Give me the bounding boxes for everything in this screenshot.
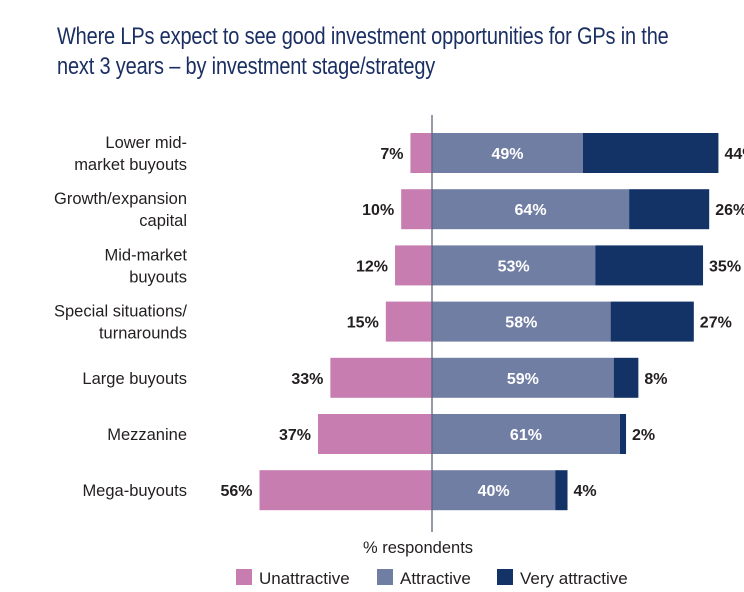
category-label: Lower mid-market buyouts — [74, 134, 187, 174]
category-label-line: Growth/expansion — [54, 190, 187, 208]
bar-very-attractive — [613, 357, 639, 398]
bar-unattractive — [401, 189, 432, 230]
x-axis-title: % respondents — [363, 539, 473, 557]
value-label-unattractive: 56% — [220, 483, 252, 500]
legend-swatch — [497, 569, 513, 585]
legend: Unattractive Attractive Very attractive — [236, 569, 628, 588]
value-label-unattractive: 37% — [279, 427, 311, 444]
chart-title-line-2: next 3 years – by investment stage/strat… — [57, 53, 436, 80]
value-label-very-attractive: 35% — [709, 258, 741, 275]
legend-swatch — [377, 569, 393, 585]
category-label-line: market buyouts — [74, 156, 187, 174]
value-label-unattractive: 12% — [356, 258, 388, 275]
value-label-unattractive: 7% — [380, 146, 403, 163]
category-label-line: Mid-market — [104, 246, 187, 264]
category-label-line: capital — [139, 212, 187, 230]
bar-very-attractive — [582, 133, 719, 173]
legend-label: Very attractive — [520, 569, 628, 588]
legend-label: Attractive — [400, 569, 471, 588]
value-label-very-attractive: 2% — [632, 427, 655, 444]
value-label-attractive: 58% — [505, 315, 537, 332]
bar-unattractive — [410, 133, 432, 173]
bar-very-attractive — [619, 414, 627, 454]
bar-attractive — [432, 301, 611, 342]
bar-attractive — [432, 357, 614, 398]
bar-very-attractive — [610, 301, 694, 342]
category-label: Mega-buyouts — [82, 482, 187, 500]
category-label-line: Mega-buyouts — [82, 482, 187, 500]
category-label-line: Special situations/ — [54, 303, 187, 321]
category-label: Special situations/turnarounds — [54, 303, 187, 343]
legend-swatch — [236, 569, 252, 585]
bar-unattractive — [330, 357, 432, 398]
bar-unattractive — [385, 301, 432, 342]
bar-very-attractive — [555, 470, 568, 511]
value-label-very-attractive: 4% — [574, 483, 597, 500]
value-label-very-attractive: 26% — [715, 202, 744, 219]
value-label-very-attractive: 27% — [700, 315, 732, 332]
bar-very-attractive — [629, 189, 710, 230]
bars-group — [259, 133, 719, 511]
value-labels: 7% 49% 44% 10% 64% 26% 12% 53% 35% 15% 58% 27% 33% 59… — [220, 146, 744, 500]
chart-title-line-1: Where LPs expect to see good investment … — [57, 23, 669, 50]
category-label: Mid-market buyouts — [104, 246, 187, 286]
value-label-unattractive: 10% — [362, 202, 394, 219]
legend-item: Very attractive — [497, 569, 628, 588]
bar-attractive — [432, 245, 596, 286]
legend-label: Unattractive — [259, 569, 350, 588]
bar-unattractive — [259, 470, 432, 511]
value-label-attractive: 59% — [507, 371, 539, 388]
category-labels: Lower mid-market buyouts Growth/expansion… — [54, 134, 187, 500]
value-label-attractive: 64% — [515, 202, 547, 219]
value-label-attractive: 40% — [478, 483, 510, 500]
value-label-very-attractive: 8% — [644, 371, 667, 388]
bar-attractive — [432, 414, 620, 454]
value-label-attractive: 61% — [510, 427, 542, 444]
value-label-unattractive: 33% — [291, 371, 323, 388]
category-label: Large buyouts — [82, 370, 187, 388]
bar-very-attractive — [595, 245, 704, 286]
bar-unattractive — [318, 414, 432, 454]
category-label: Growth/expansion capital — [54, 190, 187, 230]
value-label-unattractive: 15% — [347, 315, 379, 332]
value-label-attractive: 53% — [498, 258, 530, 275]
category-label: Mezzanine — [107, 426, 187, 444]
legend-item: Unattractive — [236, 569, 350, 588]
bar-attractive — [432, 133, 583, 173]
chart-title: Where LPs expect to see good investment … — [57, 22, 709, 82]
value-label-very-attractive: 44% — [724, 146, 744, 163]
value-label-attractive: 49% — [491, 146, 523, 163]
category-label-line: Large buyouts — [82, 370, 187, 388]
category-label-line: Lower mid- — [105, 134, 187, 152]
bar-attractive — [432, 189, 630, 230]
legend-item: Attractive — [377, 569, 471, 588]
bar-unattractive — [395, 245, 432, 286]
bar-attractive — [432, 470, 556, 511]
category-label-line: buyouts — [129, 268, 187, 286]
category-label-line: turnarounds — [99, 325, 187, 343]
category-label-line: Mezzanine — [107, 426, 187, 444]
